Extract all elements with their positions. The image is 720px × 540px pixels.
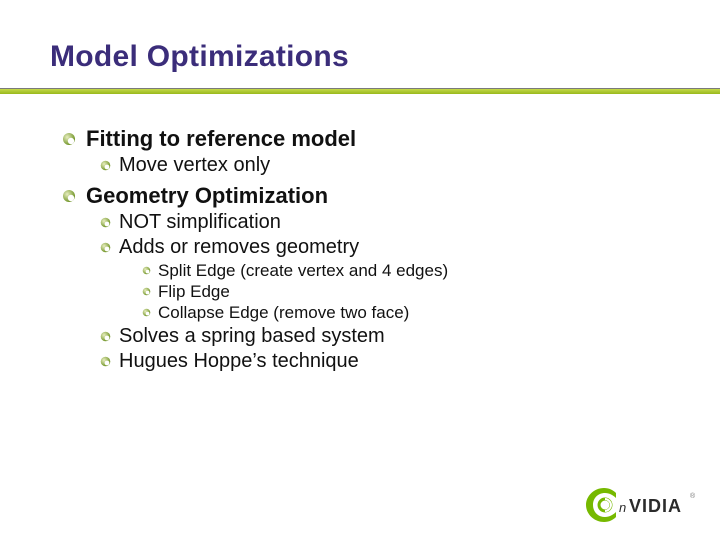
slide-title: Model Optimizations — [50, 40, 670, 74]
list-item: Split Edge (create vertex and 4 edges) — [142, 261, 680, 281]
list-item: NOT simplification — [100, 211, 680, 234]
slide: Model Optimizations Fitting to reference… — [0, 0, 720, 540]
bullet-icon — [100, 331, 111, 342]
list-item-text: Collapse Edge (remove two face) — [158, 303, 409, 323]
list-item-text: Move vertex only — [119, 154, 270, 177]
nvidia-logo-svg: n VIDIA ® — [582, 482, 702, 528]
list-item: Hugues Hoppe’s technique — [100, 350, 680, 373]
list-item-text: Hugues Hoppe’s technique — [119, 350, 359, 373]
bullet-icon — [142, 287, 151, 296]
list-item-text: Solves a spring based system — [119, 325, 385, 348]
list-item-text: Geometry Optimization — [86, 183, 328, 209]
title-divider — [0, 88, 720, 94]
list-item: Flip Edge — [142, 282, 680, 302]
logo-text: VIDIA — [629, 496, 682, 516]
list-item-text: Split Edge (create vertex and 4 edges) — [158, 261, 448, 281]
bullet-icon — [100, 356, 111, 367]
bullet-icon — [100, 160, 111, 171]
list-item: Collapse Edge (remove two face) — [142, 303, 680, 323]
bullet-icon — [62, 132, 76, 146]
logo-reg-icon: ® — [690, 492, 696, 500]
list-item-text: NOT simplification — [119, 211, 281, 234]
list-item-text: Flip Edge — [158, 282, 230, 302]
list-item-text: Fitting to reference model — [86, 126, 356, 152]
bullet-icon — [100, 217, 111, 228]
divider-line-green — [0, 89, 720, 94]
bullet-icon — [100, 242, 111, 253]
list-item: Fitting to reference model — [62, 126, 680, 152]
list-item: Adds or removes geometry — [100, 236, 680, 259]
bullet-icon — [62, 189, 76, 203]
list-item-text: Adds or removes geometry — [119, 236, 359, 259]
list-item: Solves a spring based system — [100, 325, 680, 348]
nvidia-logo: n VIDIA ® — [582, 482, 702, 528]
list-item: Geometry Optimization — [62, 183, 680, 209]
list-item: Move vertex only — [100, 154, 680, 177]
bullet-icon — [142, 308, 151, 317]
logo-n: n — [619, 500, 626, 515]
bullet-icon — [142, 266, 151, 275]
content-area: Fitting to reference model Move vertex o… — [62, 120, 680, 375]
